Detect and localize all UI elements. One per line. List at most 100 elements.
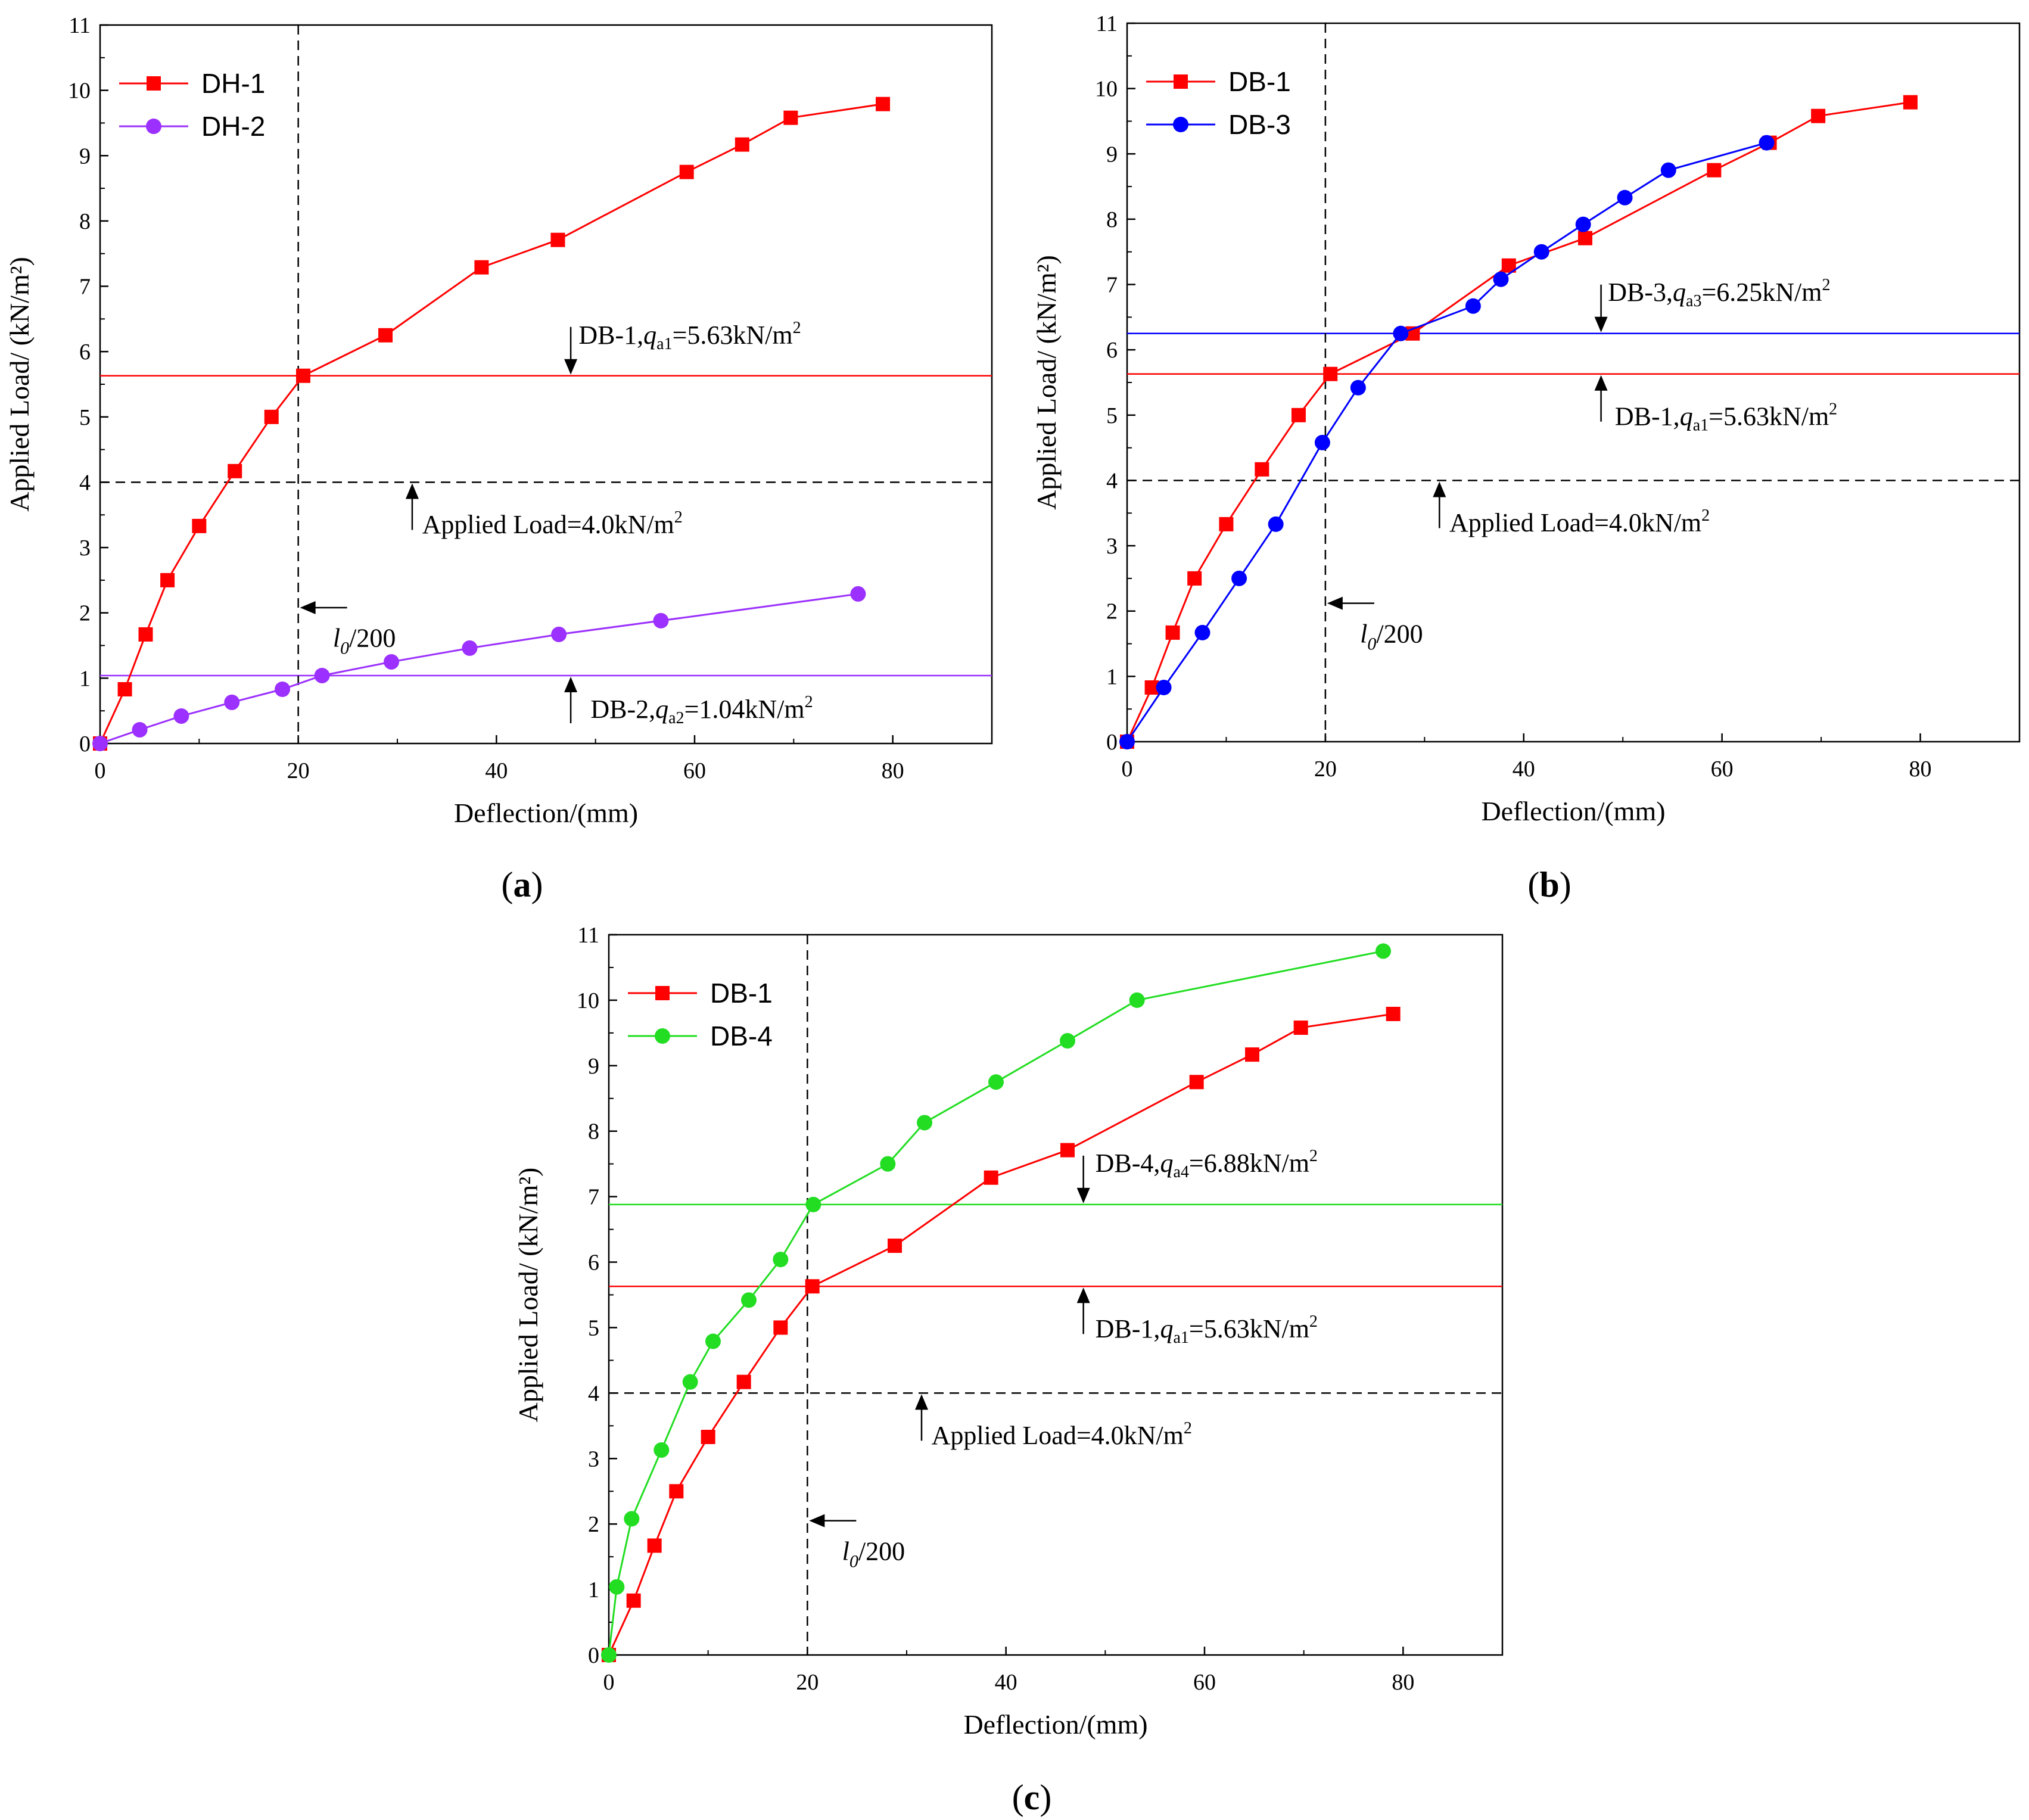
data-point: [626, 1593, 641, 1608]
annotation-arrow-head: [915, 1394, 928, 1410]
series-line-DH-1: [99, 103, 883, 744]
data-point: [1187, 571, 1202, 586]
data-point: [880, 1156, 896, 1172]
legend-label: DH-2: [201, 111, 265, 142]
y-tick-label: 9: [79, 144, 91, 169]
data-point: [1245, 1047, 1259, 1062]
x-axis-label: Deflection/(mm): [454, 798, 638, 828]
annotation-arrow-head: [1076, 1187, 1090, 1203]
legend-label: DB-3: [1228, 109, 1291, 140]
annotation-load: Applied Load=4.0kN/m2: [932, 1419, 1192, 1450]
data-point: [117, 682, 132, 697]
data-point: [773, 1320, 788, 1335]
legend-marker: [1174, 74, 1188, 89]
data-point: [550, 232, 565, 247]
x-tick-label: 60: [1193, 1670, 1216, 1695]
data-point: [736, 1374, 751, 1389]
y-tick-label: 3: [79, 536, 91, 561]
legend-marker: [146, 119, 161, 134]
data-point: [228, 463, 242, 478]
y-tick-label: 6: [588, 1250, 599, 1275]
y-tick-label: 7: [1106, 273, 1118, 298]
annotation-arrow-head: [300, 601, 316, 614]
data-point: [264, 409, 279, 424]
data-point: [1314, 434, 1330, 450]
data-point: [705, 1333, 721, 1349]
annotation-q: DB-4,qa4=6.88kN/m2: [1096, 1147, 1318, 1181]
data-point: [988, 1074, 1004, 1090]
data-point: [173, 708, 189, 724]
y-tick-label: 8: [588, 1119, 599, 1144]
data-point: [1060, 1143, 1075, 1158]
data-point: [1255, 462, 1269, 477]
data-point: [1129, 992, 1145, 1008]
annotation-l0: l0/200: [842, 1537, 905, 1572]
y-tick-label: 9: [588, 1054, 599, 1079]
chart-panel-c: 0 20 40 60 80 0 1 2 3 4 5 6 7 8 9 10 11 Deflection/(mm) Ap…: [513, 923, 1504, 1817]
annotation-arrow-head: [1594, 316, 1608, 332]
data-point: [609, 1579, 625, 1595]
data-point: [1291, 407, 1306, 422]
panel-label: (a): [502, 865, 543, 904]
data-point: [679, 164, 694, 179]
data-point: [1165, 625, 1180, 640]
y-tick-label: 8: [79, 209, 91, 234]
data-point: [805, 1279, 820, 1294]
x-tick-label: 60: [683, 758, 706, 783]
y-tick-label: 2: [1106, 599, 1118, 624]
data-point: [462, 640, 478, 656]
data-point: [1060, 1033, 1075, 1049]
annotation-q: DB-2,qa2=1.04kN/m2: [590, 693, 813, 727]
annotation-arrow-head: [1076, 1287, 1090, 1303]
data-point: [984, 1170, 998, 1185]
x-tick-label: 80: [1392, 1670, 1414, 1695]
data-point: [1376, 943, 1391, 959]
data-point: [653, 612, 669, 629]
data-point: [1465, 298, 1481, 314]
x-tick-label: 0: [603, 1670, 615, 1695]
x-axis-label: Deflection/(mm): [1481, 796, 1665, 826]
legend-label: DB-1: [710, 978, 773, 1009]
y-tick-label: 11: [69, 13, 91, 38]
y-tick-label: 10: [1095, 77, 1118, 102]
data-point: [132, 721, 148, 738]
data-point: [314, 667, 330, 683]
data-point: [850, 586, 866, 602]
x-tick-label: 0: [1122, 757, 1133, 782]
y-tick-label: 3: [1106, 534, 1118, 559]
y-tick-label: 6: [79, 340, 91, 365]
y-tick-label: 6: [1106, 338, 1118, 363]
y-tick-label: 1: [588, 1578, 599, 1603]
series-line-DB-4: [608, 950, 1384, 1656]
y-tick-label: 1: [79, 666, 91, 691]
data-point: [653, 1442, 670, 1458]
annotation-arrow-head: [564, 676, 578, 692]
x-tick-label: 20: [287, 758, 310, 783]
data-point: [1293, 1021, 1308, 1035]
data-point: [1231, 570, 1247, 586]
annotation-q: DB-1,qa1=5.63kN/m2: [1615, 400, 1837, 434]
data-point: [1219, 517, 1234, 531]
data-point: [1575, 216, 1591, 232]
y-tick-label: 5: [1106, 403, 1118, 428]
annotation-l0: l0/200: [333, 624, 396, 658]
data-point: [647, 1538, 662, 1553]
series-line-DB-3: [1126, 142, 1767, 742]
data-point: [669, 1484, 684, 1499]
data-point: [917, 1115, 932, 1131]
data-point: [1194, 624, 1210, 640]
y-tick-label: 3: [588, 1446, 599, 1471]
annotation-q: DB-1,qa1=5.63kN/m2: [1096, 1312, 1318, 1347]
x-tick-label: 80: [1909, 757, 1932, 782]
data-point: [735, 137, 749, 152]
data-point: [295, 368, 310, 383]
data-point: [624, 1511, 640, 1527]
annotation-arrow-head: [564, 359, 578, 375]
data-point: [384, 654, 400, 670]
data-point: [1533, 244, 1549, 260]
x-tick-label: 40: [1513, 757, 1535, 782]
data-point: [1707, 163, 1722, 178]
x-tick-label: 60: [1711, 757, 1734, 782]
data-point: [888, 1239, 902, 1253]
